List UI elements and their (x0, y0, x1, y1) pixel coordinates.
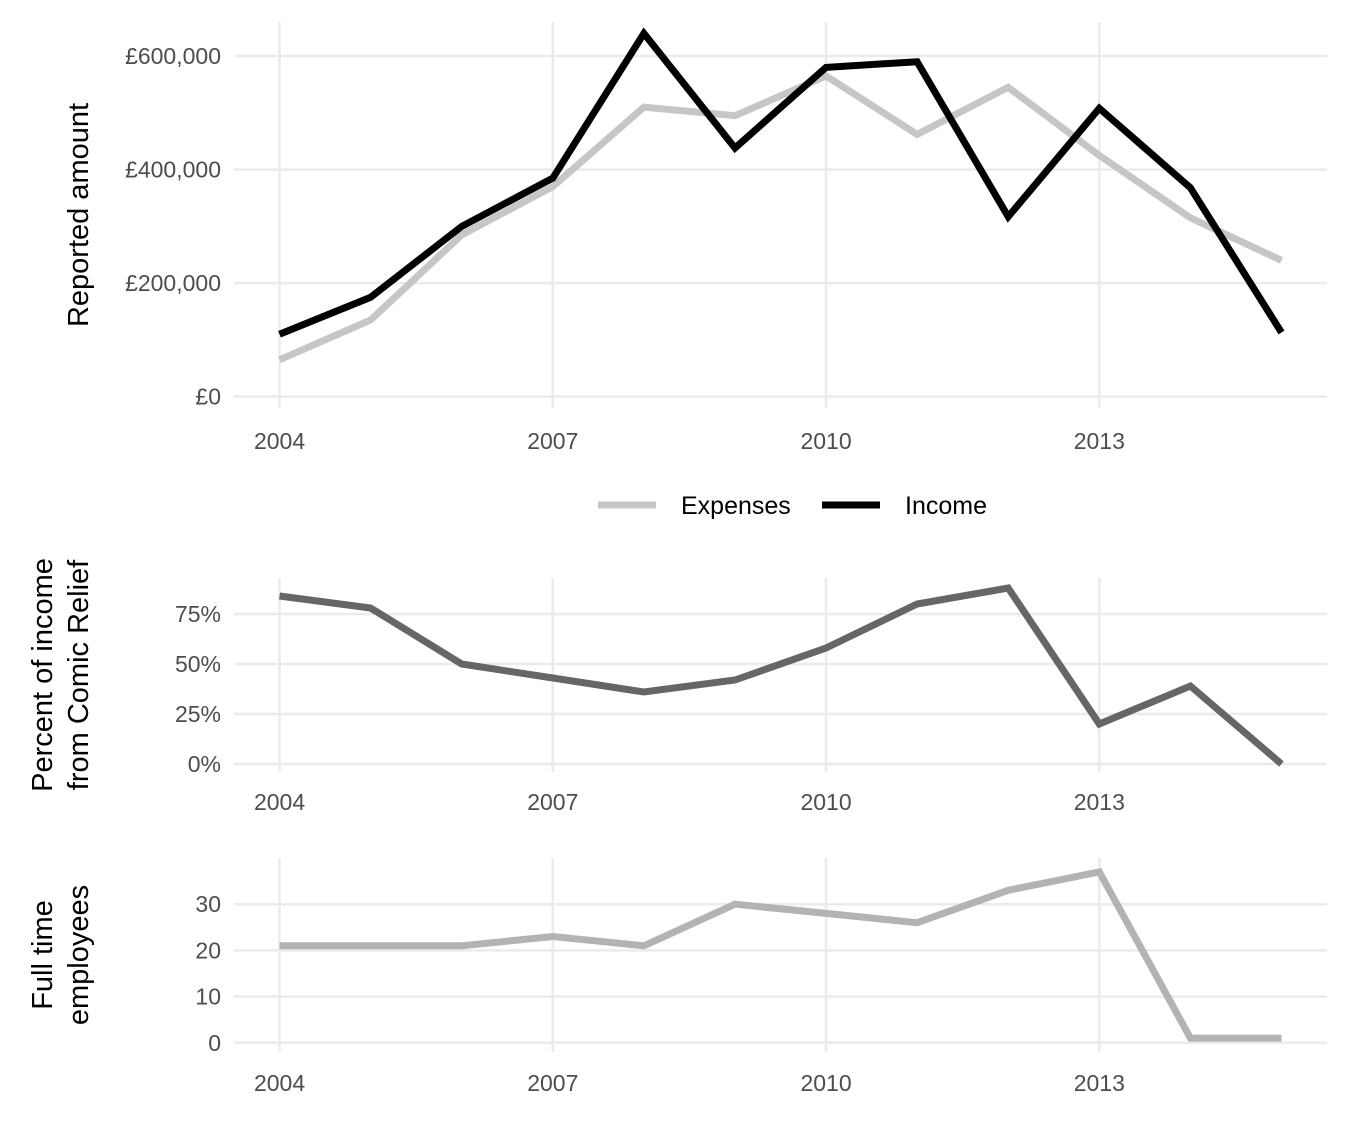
panel-1: £0 £200,000 £400,000 £600,000 2004 2007 2010 20… (63, 22, 1327, 454)
y-axis-label-line: from Comic Relief (63, 559, 95, 790)
x-tick-label: 2010 (800, 1070, 851, 1096)
x-tick-label: 2007 (527, 789, 578, 815)
x-tick-label: 2007 (527, 428, 578, 454)
series-line-expenses (278, 71, 1283, 364)
y-tick-label: 0 (208, 1030, 221, 1056)
x-tick-label: 2010 (800, 789, 851, 815)
y-tick-label: 25% (175, 701, 221, 727)
y-tick-label: 20 (195, 937, 221, 963)
y-tick-label: £200,000 (125, 270, 221, 296)
y-tick-label: £400,000 (125, 157, 221, 183)
x-tick-label: 2004 (254, 789, 305, 815)
series-line-panel-3 (279, 867, 1282, 1042)
y-tick-label: £600,000 (125, 43, 221, 69)
y-axis-label-line: employees (63, 885, 95, 1025)
x-tick-label: 2013 (1074, 428, 1125, 454)
x-tick-label: 2013 (1074, 1070, 1125, 1096)
x-tick-label: 2010 (800, 428, 851, 454)
legend: Expenses Income (598, 492, 987, 520)
panel-3: 0 10 20 30 2004 2007 2010 2013 Full time employee… (27, 858, 1327, 1096)
y-tick-label: 0% (188, 751, 221, 777)
y-axis-label-line: Full time (27, 900, 59, 1010)
legend-label-expenses: Expenses (681, 492, 791, 520)
y-tick-label: 75% (175, 601, 221, 627)
y-axis-label: Percent of income from Comic Relief (27, 558, 95, 792)
y-tick-label: £0 (195, 384, 221, 410)
y-tick-label: 50% (175, 651, 221, 677)
x-tick-label: 2004 (254, 428, 305, 454)
legend-label-income: Income (905, 492, 987, 520)
panel-2: 0% 25% 50% 75% 2004 2007 2010 2013 Percent of in… (27, 558, 1327, 815)
y-axis-label-line: Percent of income (27, 558, 59, 792)
y-axis-label: Full time employees (27, 885, 95, 1025)
y-tick-label: 10 (195, 984, 221, 1010)
x-tick-label: 2007 (527, 1070, 578, 1096)
x-tick-label: 2013 (1074, 789, 1125, 815)
series-line-panel-2 (279, 584, 1284, 767)
series-line-income (278, 27, 1285, 338)
x-tick-label: 2004 (254, 1070, 305, 1096)
y-tick-label: 30 (195, 891, 221, 917)
y-axis-label: Reported amount (63, 103, 95, 327)
